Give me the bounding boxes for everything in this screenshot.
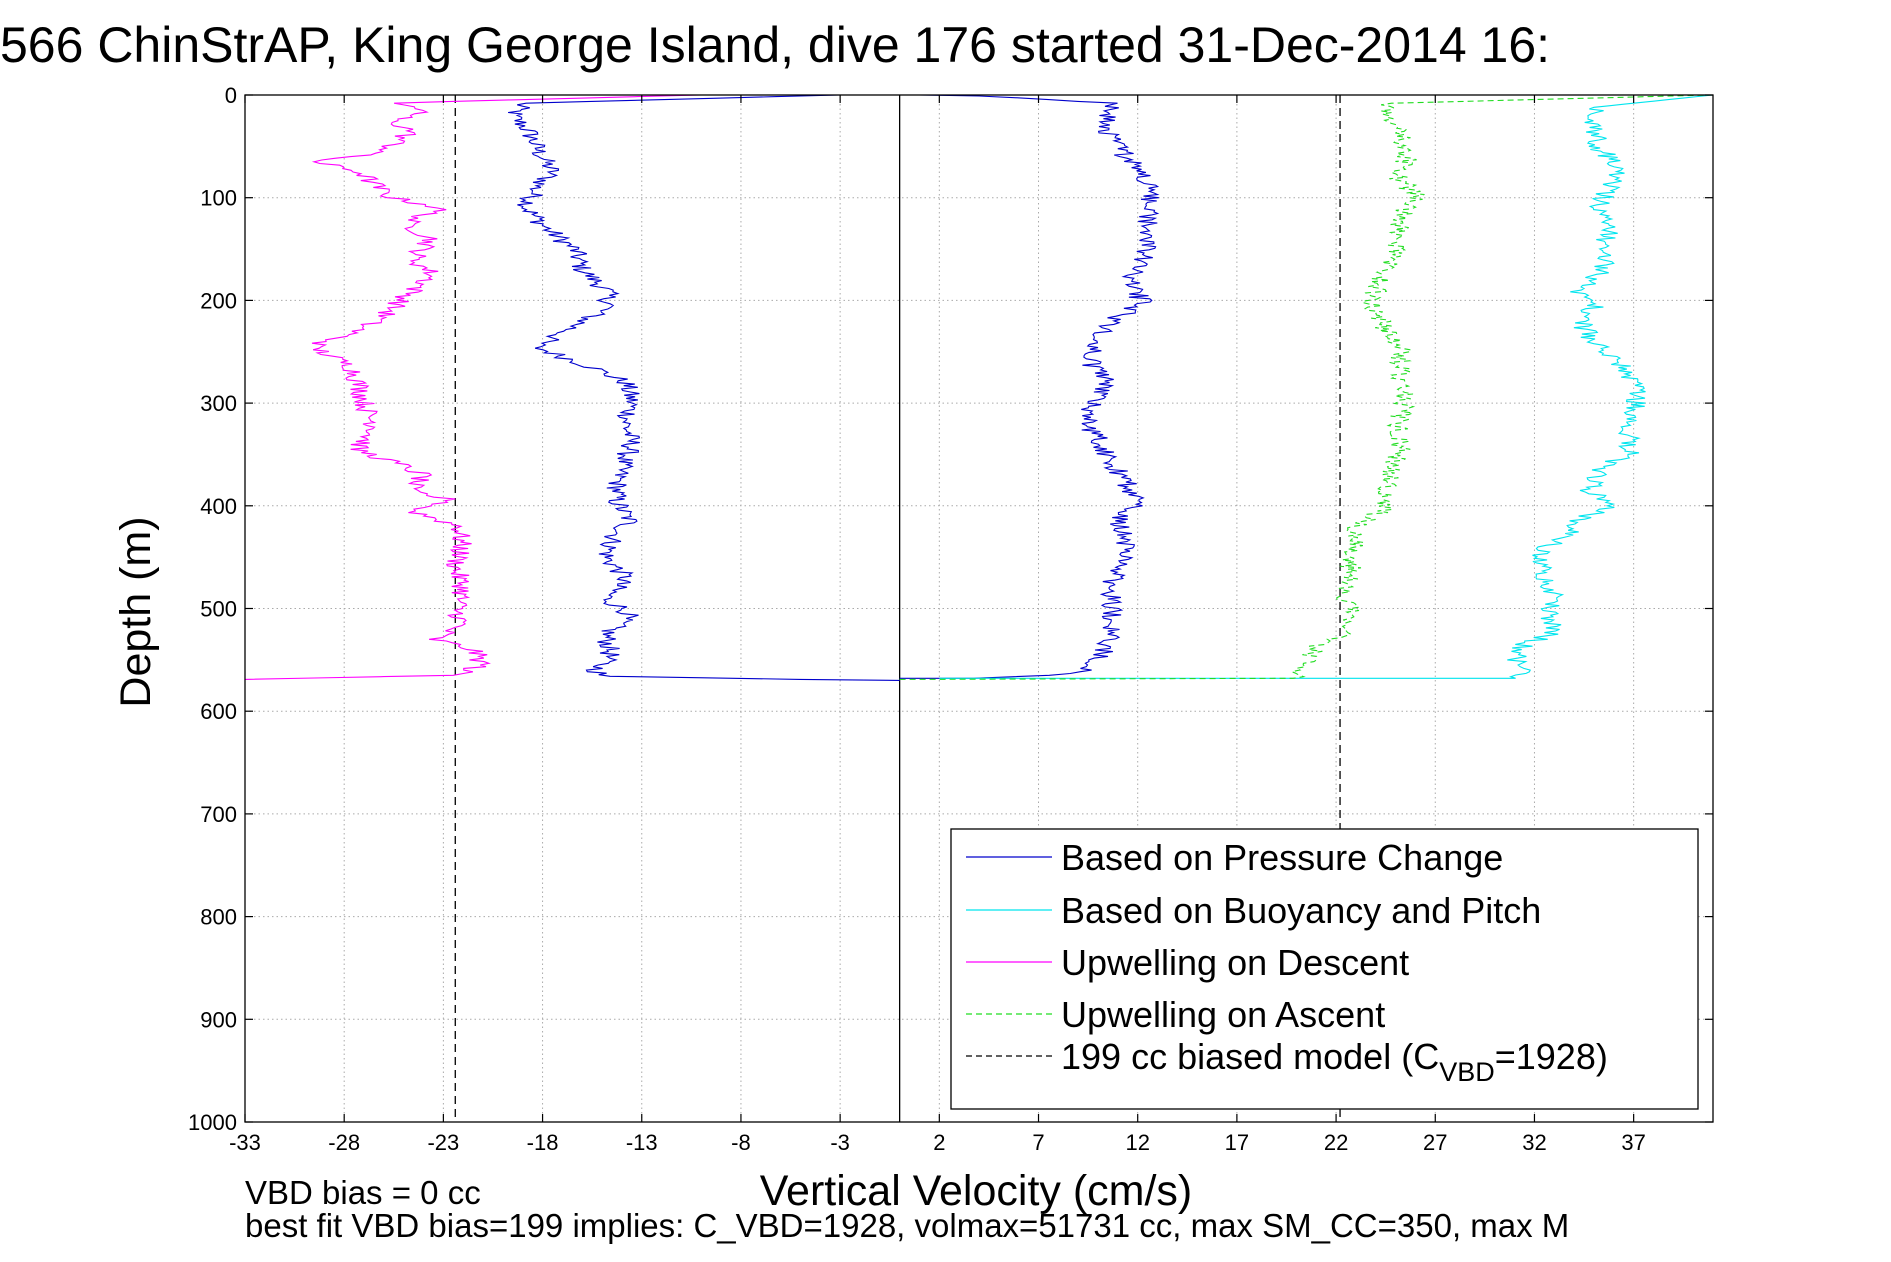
y-tick-label: 1000 bbox=[188, 1110, 237, 1135]
footer-line-2: best fit VBD bias=199 implies: C_VBD=192… bbox=[245, 1207, 1569, 1244]
series-group bbox=[244, 94, 1714, 681]
y-ticks: 0 100 200 300 400 500 600 700 800 900 1000 bbox=[188, 83, 1713, 1135]
series-line-0-descent bbox=[508, 94, 900, 681]
y-tick-label: 200 bbox=[200, 288, 237, 313]
series-line-2-descent bbox=[244, 94, 702, 680]
x-tick-label: -13 bbox=[626, 1130, 658, 1155]
x-axis-label: Vertical Velocity (cm/s) bbox=[760, 1167, 1193, 1215]
legend-label: Based on Pressure Change bbox=[1061, 837, 1503, 878]
reference-lines bbox=[454, 95, 1341, 1122]
x-tick-label: 17 bbox=[1225, 1130, 1249, 1155]
y-tick-label: 800 bbox=[200, 905, 237, 930]
x-tick-label: 2 bbox=[933, 1130, 945, 1155]
x-tick-label: -28 bbox=[328, 1130, 360, 1155]
y-tick-label: 700 bbox=[200, 802, 237, 827]
y-axis-label: Depth (m) bbox=[112, 516, 160, 707]
x-tick-label: 32 bbox=[1522, 1130, 1546, 1155]
x-tick-label: -23 bbox=[427, 1130, 459, 1155]
x-tick-label: 7 bbox=[1032, 1130, 1044, 1155]
legend-label: Upwelling on Ascent bbox=[1061, 994, 1385, 1035]
y-tick-label: 900 bbox=[200, 1007, 237, 1032]
legend-label: Upwelling on Descent bbox=[1061, 942, 1409, 983]
chart-title: 566 ChinStrAP, King George Island, dive … bbox=[0, 17, 1550, 73]
y-tick-label: 600 bbox=[200, 699, 237, 724]
y-tick-label: 300 bbox=[200, 391, 237, 416]
x-tick-label: 27 bbox=[1423, 1130, 1447, 1155]
x-tick-label: -33 bbox=[229, 1130, 261, 1155]
legend: Based on Pressure Change Based on Buoyanc… bbox=[950, 828, 1699, 1110]
x-tick-label: 37 bbox=[1621, 1130, 1645, 1155]
y-tick-label: 100 bbox=[200, 186, 237, 211]
y-tick-label: 500 bbox=[200, 597, 237, 622]
series-line-1-ascent bbox=[939, 94, 1714, 679]
x-tick-label: -18 bbox=[527, 1130, 559, 1155]
x-ticks: -33 -28 -23 -18 -13 -8 -3 2 7 12 17 22 27 32 37 bbox=[229, 95, 1646, 1155]
y-tick-label: 400 bbox=[200, 494, 237, 519]
x-tick-label: 22 bbox=[1324, 1130, 1348, 1155]
legend-label: Based on Buoyancy and Pitch bbox=[1061, 890, 1541, 931]
footer-line-1: VBD bias = 0 cc bbox=[245, 1174, 481, 1211]
x-tick-label: 12 bbox=[1125, 1130, 1149, 1155]
x-tick-label: -8 bbox=[731, 1130, 751, 1155]
series-line-0-ascent bbox=[899, 94, 1160, 679]
legend-label: 199 cc biased model (CVBD=1928) bbox=[1061, 1036, 1608, 1087]
legend-box bbox=[950, 828, 1699, 1110]
y-tick-label: 0 bbox=[225, 83, 237, 108]
x-tick-label: -3 bbox=[830, 1130, 850, 1155]
series-line-3-ascent bbox=[899, 94, 1714, 680]
